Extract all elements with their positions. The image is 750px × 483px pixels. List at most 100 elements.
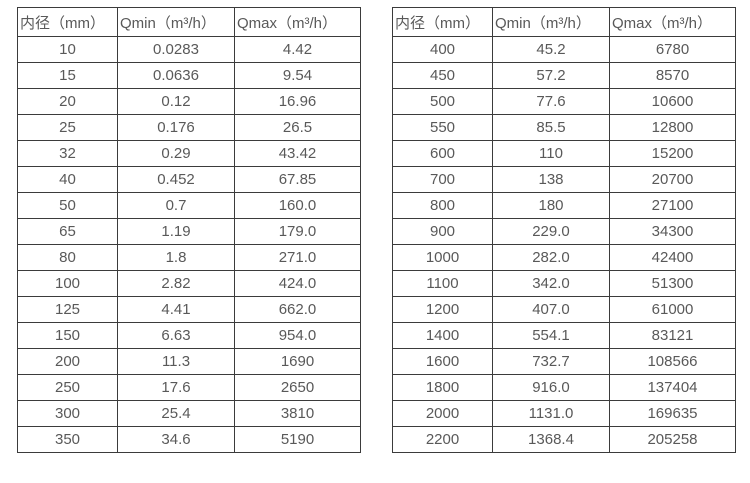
table-cell: 1.19 <box>117 218 235 245</box>
table-cell: 85.5 <box>492 114 610 141</box>
table-row: 550 85.5 12800 <box>392 114 736 141</box>
table-cell: 954.0 <box>234 322 361 349</box>
table-cell: 700 <box>392 166 493 193</box>
table-row: 40 0.452 67.85 <box>17 166 361 193</box>
table-row: 500 77.6 10600 <box>392 88 736 115</box>
table-cell: 600 <box>392 140 493 167</box>
table-cell: 5190 <box>234 426 361 453</box>
table-cell: 20 <box>17 88 118 115</box>
table-row: 600 110 15200 <box>392 140 736 167</box>
table-cell: 1690 <box>234 348 361 375</box>
table-cell: 57.2 <box>492 62 610 89</box>
table-cell: 0.12 <box>117 88 235 115</box>
table-cell: 450 <box>392 62 493 89</box>
table-cell: 40 <box>17 166 118 193</box>
table-row: 25 0.176 26.5 <box>17 114 361 141</box>
table-cell: 169635 <box>609 400 736 427</box>
table-cell: 0.29 <box>117 140 235 167</box>
table-body: 10 0.0283 4.42 15 0.0636 9.54 20 0.12 16.96 25 0.1… <box>17 36 361 453</box>
table-row: 400 45.2 6780 <box>392 36 736 63</box>
table-cell: 1400 <box>392 322 493 349</box>
table-cell: 800 <box>392 192 493 219</box>
spec-table-left: 内径（mm） Qmin（m³/h） Qmax（m³/h） 10 0.0283 4.4… <box>17 7 361 453</box>
table-cell: 2.82 <box>117 270 235 297</box>
table-cell: 34.6 <box>117 426 235 453</box>
table-cell: 125 <box>17 296 118 323</box>
table-cell: 12800 <box>609 114 736 141</box>
table-row: 1600 732.7 108566 <box>392 348 736 375</box>
table-cell: 0.176 <box>117 114 235 141</box>
table-cell: 83121 <box>609 322 736 349</box>
table-cell: 15 <box>17 62 118 89</box>
table-row: 50 0.7 160.0 <box>17 192 361 219</box>
table-cell: 10600 <box>609 88 736 115</box>
table-cell: 4.42 <box>234 36 361 63</box>
table-cell: 61000 <box>609 296 736 323</box>
table-cell: 179.0 <box>234 218 361 245</box>
table-cell: 25.4 <box>117 400 235 427</box>
table-cell: 16.96 <box>234 88 361 115</box>
table-cell: 32 <box>17 140 118 167</box>
table-cell: 9.54 <box>234 62 361 89</box>
table-cell: 4.41 <box>117 296 235 323</box>
table-cell: 6.63 <box>117 322 235 349</box>
table-cell: 11.3 <box>117 348 235 375</box>
table-cell: 20700 <box>609 166 736 193</box>
header-qmax: Qmax（m³/h） <box>609 7 736 37</box>
table-cell: 500 <box>392 88 493 115</box>
table-cell: 137404 <box>609 374 736 401</box>
table-row: 1000 282.0 42400 <box>392 244 736 271</box>
table-cell: 27100 <box>609 192 736 219</box>
table-row: 100 2.82 424.0 <box>17 270 361 297</box>
table-cell: 229.0 <box>492 218 610 245</box>
table-cell: 108566 <box>609 348 736 375</box>
table-row: 250 17.6 2650 <box>17 374 361 401</box>
table-row: 125 4.41 662.0 <box>17 296 361 323</box>
table-cell: 17.6 <box>117 374 235 401</box>
table-cell: 34300 <box>609 218 736 245</box>
table-cell: 1.8 <box>117 244 235 271</box>
table-cell: 200 <box>17 348 118 375</box>
table-row: 150 6.63 954.0 <box>17 322 361 349</box>
table-header-row: 内径（mm） Qmin（m³/h） Qmax（m³/h） <box>17 7 361 37</box>
table-cell: 80 <box>17 244 118 271</box>
table-cell: 110 <box>492 140 610 167</box>
header-inner-diameter: 内径（mm） <box>392 7 493 37</box>
table-cell: 180 <box>492 192 610 219</box>
table-cell: 0.0636 <box>117 62 235 89</box>
table-row: 450 57.2 8570 <box>392 62 736 89</box>
table-row: 2000 1131.0 169635 <box>392 400 736 427</box>
table-cell: 0.0283 <box>117 36 235 63</box>
table-row: 80 1.8 271.0 <box>17 244 361 271</box>
table-row: 20 0.12 16.96 <box>17 88 361 115</box>
table-cell: 554.1 <box>492 322 610 349</box>
table-cell: 8570 <box>609 62 736 89</box>
table-row: 300 25.4 3810 <box>17 400 361 427</box>
header-qmax: Qmax（m³/h） <box>234 7 361 37</box>
table-cell: 0.7 <box>117 192 235 219</box>
table-row: 1200 407.0 61000 <box>392 296 736 323</box>
table-cell: 300 <box>17 400 118 427</box>
table-cell: 3810 <box>234 400 361 427</box>
table-cell: 1600 <box>392 348 493 375</box>
table-cell: 400 <box>392 36 493 63</box>
header-inner-diameter: 内径（mm） <box>17 7 118 37</box>
table-row: 350 34.6 5190 <box>17 426 361 453</box>
table-cell: 1000 <box>392 244 493 271</box>
table-row: 1100 342.0 51300 <box>392 270 736 297</box>
table-cell: 77.6 <box>492 88 610 115</box>
table-cell: 1800 <box>392 374 493 401</box>
table-cell: 67.85 <box>234 166 361 193</box>
table-cell: 282.0 <box>492 244 610 271</box>
table-cell: 100 <box>17 270 118 297</box>
header-qmin: Qmin（m³/h） <box>117 7 235 37</box>
table-row: 15 0.0636 9.54 <box>17 62 361 89</box>
table-row: 200 11.3 1690 <box>17 348 361 375</box>
table-cell: 51300 <box>609 270 736 297</box>
table-row: 10 0.0283 4.42 <box>17 36 361 63</box>
spec-tables-container: 内径（mm） Qmin（m³/h） Qmax（m³/h） 10 0.0283 4.4… <box>17 7 736 453</box>
table-cell: 205258 <box>609 426 736 453</box>
table-row: 2200 1368.4 205258 <box>392 426 736 453</box>
table-cell: 2000 <box>392 400 493 427</box>
table-cell: 350 <box>17 426 118 453</box>
